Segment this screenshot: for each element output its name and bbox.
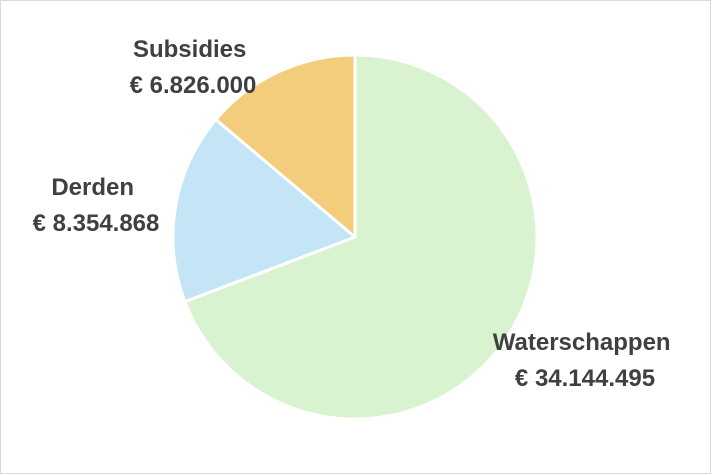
pie-slice-derden <box>171 118 357 304</box>
label-subsidies: Subsidies € 6.826.000 <box>130 36 257 99</box>
pie-slice-waterschappen <box>183 53 539 421</box>
label-subsidies-name: Subsidies <box>133 36 246 63</box>
label-waterschappen-value: € 34.144.495 <box>515 365 655 392</box>
pie-slices <box>171 53 539 421</box>
label-waterschappen-name: Waterschappen <box>493 329 671 356</box>
label-derden-value: € 8.354.868 <box>33 210 160 237</box>
label-waterschappen: Waterschappen € 34.144.495 <box>493 329 678 392</box>
pie-labels: Waterschappen € 34.144.495 Derden € 8.35… <box>33 36 678 392</box>
label-subsidies-value: € 6.826.000 <box>130 72 257 99</box>
label-derden-name: Derden <box>51 174 134 201</box>
pie-slice-subsidies <box>214 53 357 239</box>
label-derden: Derden € 8.354.868 <box>33 174 160 237</box>
